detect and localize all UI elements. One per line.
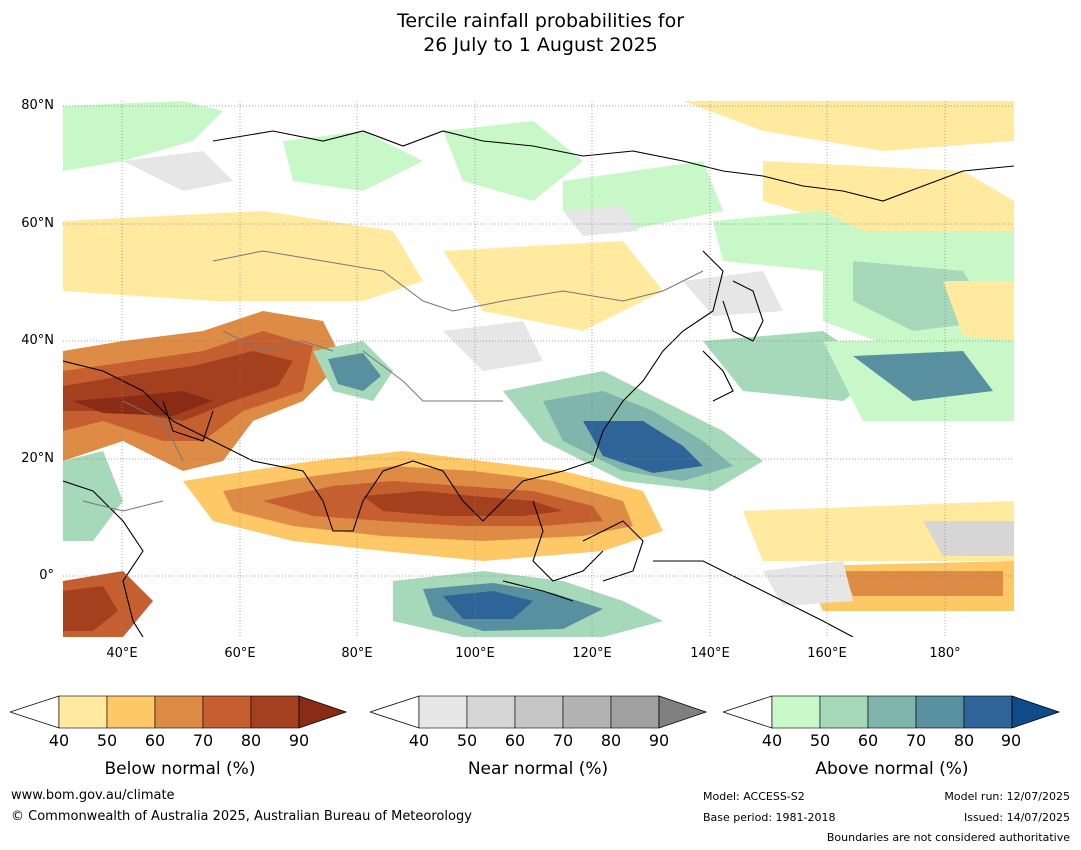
boundaries-disclaimer: Boundaries are not considered authoritat… — [826, 831, 1070, 844]
coastlines — [63, 130, 1014, 637]
colorbar-below-normal-svg — [8, 695, 348, 729]
below-tick-50: 50 — [96, 731, 118, 750]
lat-label-40n: 40°N — [21, 333, 54, 348]
base-period: Base period: 1981-2018 — [703, 811, 836, 824]
lat-label-20n: 20°N — [21, 451, 54, 466]
colorbar-near-normal — [368, 694, 710, 734]
rainfall-map — [63, 101, 1014, 637]
lon-label-80e: 80°E — [341, 646, 373, 661]
lon-label-60e: 60°E — [224, 646, 256, 661]
below-tick-70: 70 — [192, 731, 214, 750]
colorbar-above-normal-svg — [721, 695, 1061, 729]
issued-date: Issued: 14/07/2025 — [963, 811, 1070, 824]
model-run-date: Model run: 12/07/2025 — [944, 790, 1070, 803]
near-tick-50: 50 — [456, 731, 478, 750]
lon-label-100e: 100°E — [455, 646, 495, 661]
above-tick-40: 40 — [761, 731, 783, 750]
below-tick-90: 90 — [288, 731, 310, 750]
above-tick-60: 60 — [857, 731, 879, 750]
lat-label-60n: 60°N — [21, 216, 54, 231]
lat-label-0: 0° — [39, 568, 54, 583]
model-name: Model: ACCESS-S2 — [703, 790, 805, 803]
near-tick-40: 40 — [408, 731, 430, 750]
near-normal-title: Near normal (%) — [467, 759, 609, 779]
near-tick-90: 90 — [648, 731, 670, 750]
above-tick-90: 90 — [1000, 731, 1022, 750]
lon-label-40e: 40°E — [106, 646, 138, 661]
above-tick-50: 50 — [809, 731, 831, 750]
below-normal-title: Below normal (%) — [104, 759, 256, 779]
colorbar-below-normal — [8, 694, 350, 734]
colorbar-above-normal — [721, 694, 1063, 734]
below-tick-60: 60 — [144, 731, 166, 750]
below-tick-40: 40 — [48, 731, 70, 750]
lon-label-160e: 160°E — [807, 646, 847, 661]
colorbar-near-normal-svg — [368, 695, 708, 729]
above-tick-80: 80 — [953, 731, 975, 750]
copyright-text: © Commonwealth of Australia 2025, Austra… — [11, 809, 472, 824]
near-tick-80: 80 — [600, 731, 622, 750]
near-tick-70: 70 — [552, 731, 574, 750]
map-title-line2: 26 July to 1 August 2025 — [423, 34, 658, 56]
gridlines — [63, 101, 1014, 637]
map-title-line1: Tercile rainfall probabilities for — [396, 10, 685, 32]
website-link[interactable]: www.bom.gov.au/climate — [11, 788, 175, 803]
lon-label-120e: 120°E — [572, 646, 612, 661]
lat-label-80n: 80°N — [21, 98, 54, 113]
near-tick-60: 60 — [504, 731, 526, 750]
below-tick-80: 80 — [240, 731, 262, 750]
lon-label-140e: 140°E — [690, 646, 730, 661]
probability-patches — [63, 101, 1014, 637]
lon-label-180: 180° — [929, 646, 961, 661]
above-normal-title: Above normal (%) — [815, 759, 969, 779]
above-tick-70: 70 — [905, 731, 927, 750]
map-svg — [63, 101, 1014, 637]
